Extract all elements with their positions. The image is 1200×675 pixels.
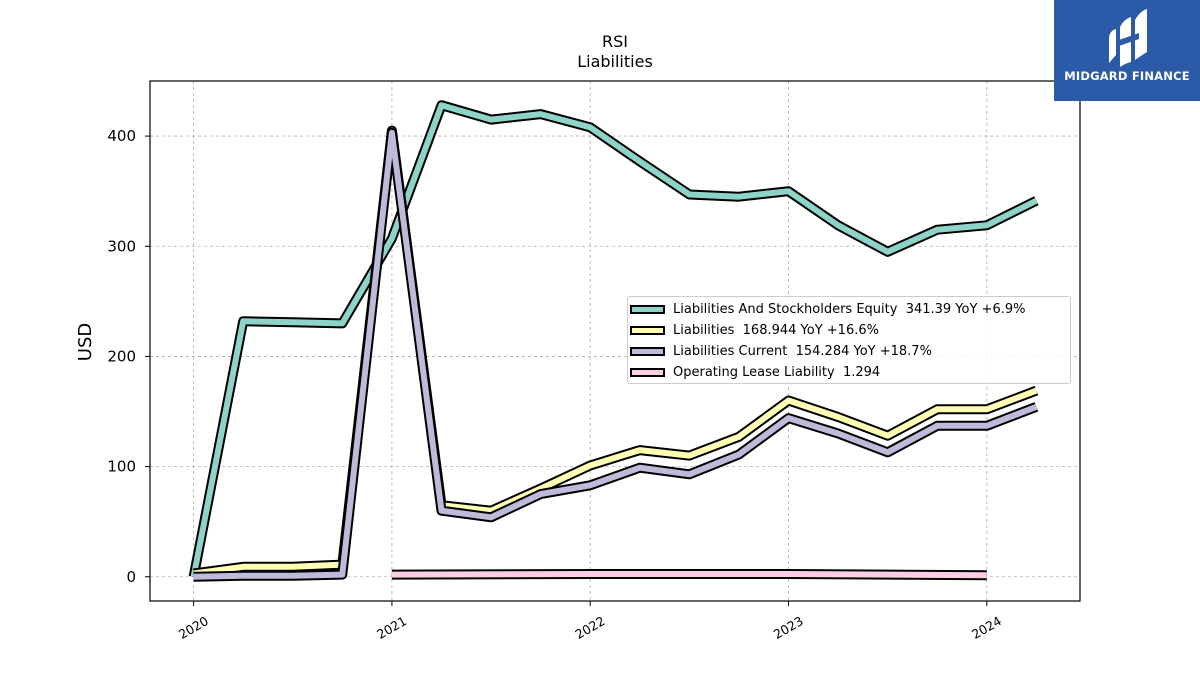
y-tick-label: 100 bbox=[107, 458, 136, 476]
series-0-line bbox=[190, 102, 1038, 578]
plot-frame bbox=[149, 80, 1081, 602]
x-tick-label: 2022 bbox=[572, 613, 607, 642]
x-tick-label: 2023 bbox=[771, 613, 806, 642]
legend-swatch-operating-lease bbox=[630, 367, 665, 377]
chart-subtitle: Liabilities bbox=[577, 52, 653, 71]
y-tick-label: 0 bbox=[126, 568, 136, 586]
legend-swatch-liabilities bbox=[630, 325, 665, 335]
y-tick-label: 300 bbox=[107, 237, 136, 255]
legend-label-liabilities-current: Liabilities Current 154.284 YoY +18.7% bbox=[673, 343, 932, 359]
x-tick-label: 2021 bbox=[374, 613, 409, 642]
legend-label-operating-lease: Operating Lease Liability 1.294 bbox=[673, 364, 881, 380]
y-tick-label: 400 bbox=[107, 127, 136, 145]
series-2-line bbox=[193, 129, 1038, 580]
legend-item-equity: Liabilities And Stockholders Equity 341.… bbox=[628, 300, 1025, 318]
legend-item-liabilities-current: Liabilities Current 154.284 YoY +18.7% bbox=[628, 342, 932, 360]
x-tick-label: 2020 bbox=[176, 613, 211, 642]
legend-label-liabilities: Liabilities 168.944 YoY +16.6% bbox=[673, 322, 879, 338]
series-3-line bbox=[391, 571, 987, 579]
legend-label-equity: Liabilities And Stockholders Equity 341.… bbox=[673, 301, 1026, 317]
series-1-line bbox=[193, 127, 1038, 577]
legend-item-operating-lease: Operating Lease Liability 1.294 bbox=[628, 363, 880, 381]
legend-item-liabilities: Liabilities 168.944 YoY +16.6% bbox=[628, 321, 879, 339]
y-tick-label: 200 bbox=[107, 347, 136, 365]
logo-mark-icon bbox=[1109, 9, 1147, 67]
legend-swatch-equity bbox=[630, 304, 665, 314]
series-lines bbox=[188, 100, 1039, 582]
y-axis-label: USD bbox=[75, 323, 96, 361]
legend-swatch-liabilities-current bbox=[630, 346, 665, 356]
chart-title: RSI bbox=[602, 32, 628, 51]
x-tick-label: 2024 bbox=[969, 613, 1004, 642]
midgard-finance-logo: MIDGARD FINANCE bbox=[1054, 0, 1200, 101]
logo-text: MIDGARD FINANCE bbox=[1064, 69, 1190, 83]
legend: Liabilities And Stockholders Equity 341.… bbox=[627, 296, 1071, 384]
